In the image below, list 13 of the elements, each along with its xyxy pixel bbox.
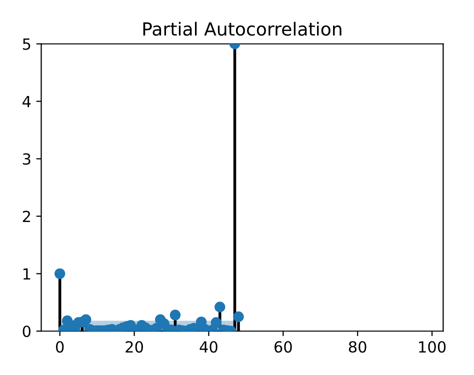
x-tick-label: 40 <box>200 341 218 353</box>
chart-title: Partial Autocorrelation <box>143 22 342 36</box>
y-tick-label: 1 <box>23 268 30 280</box>
y-tick-label: 3 <box>22 153 30 165</box>
x-tick-label: 100 <box>419 341 446 353</box>
x-tick-label: 20 <box>126 341 143 353</box>
x-tick-label: 60 <box>274 341 292 353</box>
y-tick-label: 4 <box>22 96 31 108</box>
y-tick-label: 5 <box>22 38 30 50</box>
x-tick-label: 0 <box>56 341 64 353</box>
x-tick-label: 80 <box>348 341 366 353</box>
y-tick-label: 2 <box>22 210 30 222</box>
y-tick-label: 0 <box>22 326 30 338</box>
